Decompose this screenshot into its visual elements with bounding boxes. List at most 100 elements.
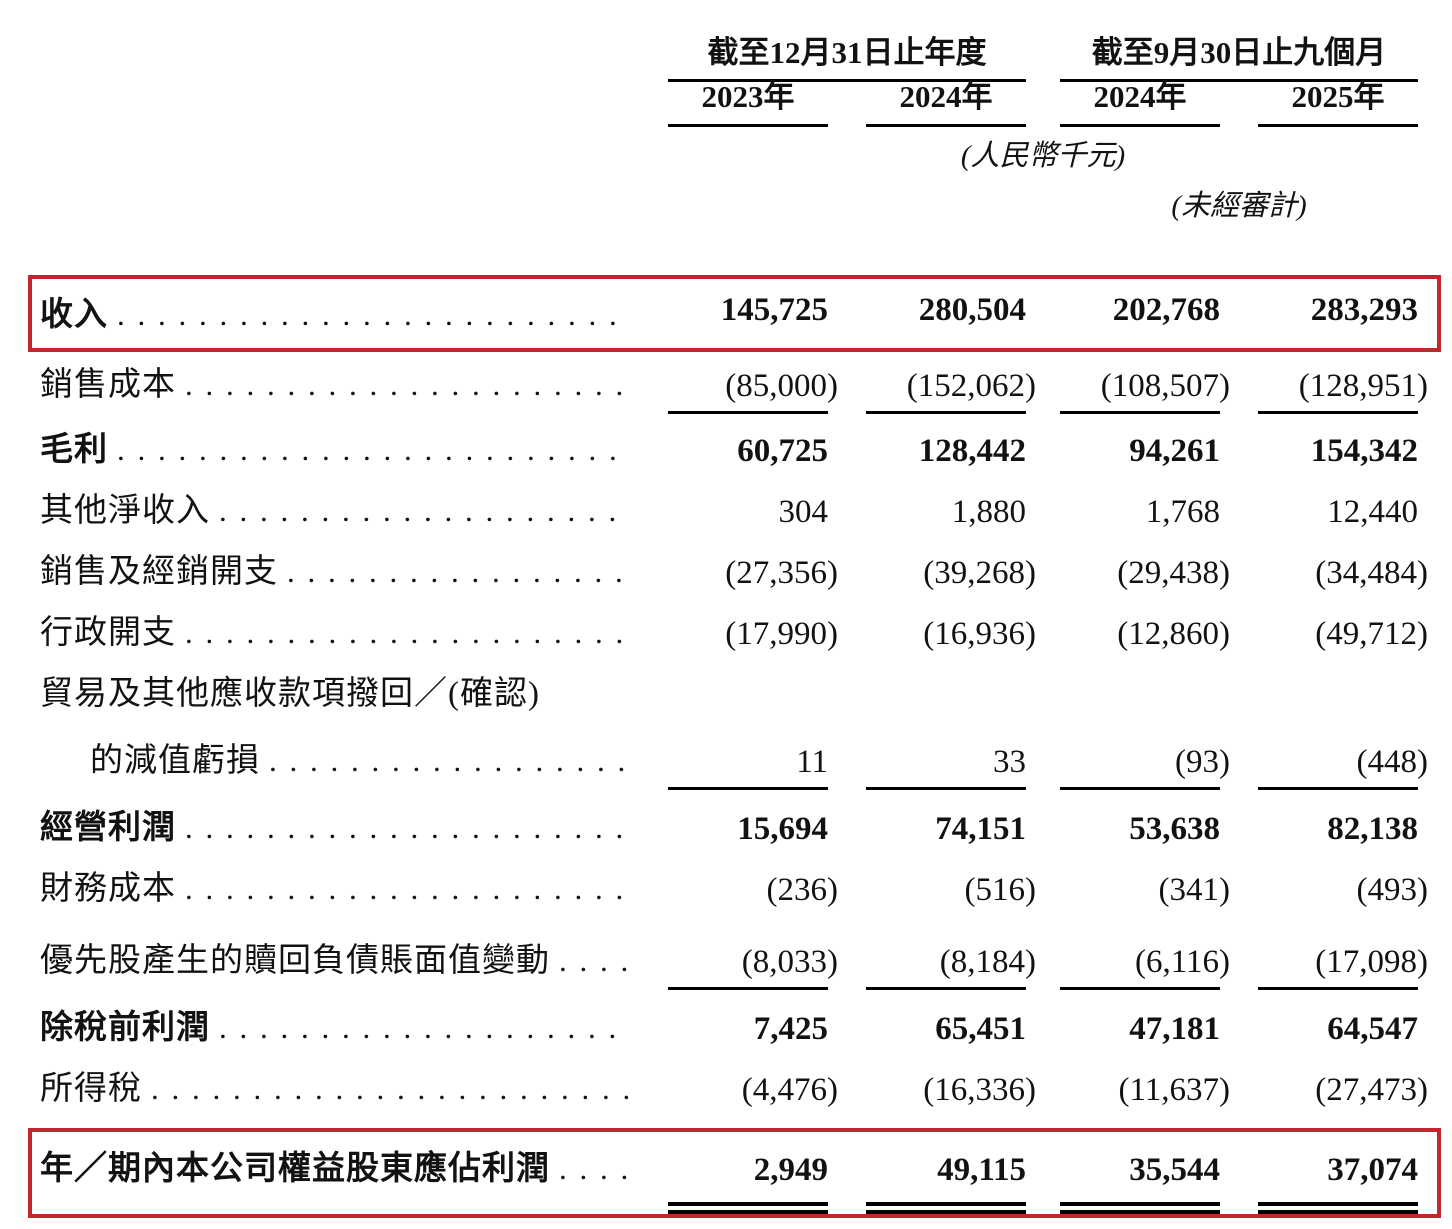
cell-value: 37,074 [1327,1152,1418,1188]
row-label: 的減值虧損 [90,743,260,779]
row-label: 除稅前利潤 [40,1010,210,1046]
cell-value: 280,504 [918,292,1026,328]
cell-value: 15,694 [737,811,828,847]
cell-value: (16,336) [923,1072,1036,1108]
row-label: 其他淨收入 [40,493,210,529]
cell-value: (448) [1356,744,1428,780]
row-label: 行政開支 [40,615,176,651]
cell-value: 53,638 [1129,811,1220,847]
cell-value: (39,268) [923,555,1036,591]
table-row-impairment-line2: 的減值虧損 11 33 (93) (448) [0,720,1452,790]
cell-value: 74,151 [935,811,1026,847]
cell-value: (49,712) [1315,616,1428,652]
cell-value: 49,115 [937,1152,1026,1188]
cell-value: 145,725 [720,292,828,328]
table-row-profit-attributable: 年／期內本公司權益股東應佔利潤 2,949 49,115 35,544 37,0… [32,1132,1437,1214]
dot-leader [185,810,628,846]
row-label: 貿易及其他應收款項撥回／(確認) [40,676,540,712]
cell-value: 33 [993,744,1026,780]
dot-leader [219,1010,628,1046]
cell-value: 1,880 [951,494,1026,530]
cell-value: (12,860) [1117,616,1230,652]
cell-value: 11 [796,744,828,780]
row-label: 毛利 [40,432,108,468]
cell-value: (8,033) [741,944,838,980]
cell-value: 35,544 [1129,1152,1220,1188]
cell-value: (4,476) [741,1072,838,1108]
cell-value: (16,936) [923,616,1036,652]
cell-value: (493) [1356,872,1428,908]
cell-value: (27,473) [1315,1072,1428,1108]
period-group-year-ended: 截至12月31日止年度 [668,27,1026,82]
cell-value: 47,181 [1129,1011,1220,1047]
cell-value: (93) [1175,744,1230,780]
row-label: 銷售成本 [40,367,176,403]
cell-value: (8,184) [939,944,1036,980]
dot-leader [185,367,628,403]
table-row-income-tax: 所得稅 (4,476) (16,336) (11,637) (27,473) [0,1054,1452,1115]
cell-value: (236) [766,872,838,908]
dot-leader [151,1071,628,1107]
cell-value: (34,484) [1315,555,1428,591]
table-row-cost-of-sales: 銷售成本 (85,000) (152,062) (108,507) (128,9… [0,352,1452,414]
table-row-other-net-income: 其他淨收入 304 1,880 1,768 12,440 [0,476,1452,537]
cell-value: 2,949 [753,1152,828,1188]
column-header-2024-9m: 2024年 [1060,71,1220,127]
row-label: 所得稅 [40,1071,142,1107]
cell-value: 1,768 [1145,494,1220,530]
table-row-impairment-line1: 貿易及其他應收款項撥回／(確認) [0,659,1452,720]
cell-value: 304 [778,494,829,530]
cell-value: (128,951) [1298,368,1428,404]
table-row-gross-profit: 毛利 60,725 128,442 94,261 154,342 [0,414,1452,476]
dot-leader [287,554,628,590]
row-label: 收入 [40,296,108,333]
dot-leader [185,871,628,907]
cell-value: (11,637) [1118,1072,1230,1108]
table-row-revenue: 收入 145,725 280,504 202,768 283,293 [32,279,1437,348]
cell-value: 12,440 [1327,494,1418,530]
cell-value: (341) [1158,872,1230,908]
unaudited-note: (未經審計) [1171,190,1307,222]
table-row-operating-profit: 經營利潤 15,694 74,151 53,638 82,138 [0,790,1452,854]
currency-unit-note: (人民幣千元) [960,140,1126,172]
highlight-box-revenue: 收入 145,725 280,504 202,768 283,293 [28,275,1441,352]
table-row-admin-expenses: 行政開支 (17,990) (16,936) (12,860) (49,712) [0,598,1452,659]
table-row-preferred-shares-change: 優先股產生的贖回負債賬面值變動 (8,033) (8,184) (6,116) … [0,915,1452,990]
cell-value: 60,725 [737,433,828,469]
dot-leader [559,1151,628,1187]
cell-value: (6,116) [1134,944,1230,980]
currency-unit-row: (人民幣千元) [0,127,1452,176]
cell-value: (17,098) [1315,944,1428,980]
column-header-2023: 2023年 [668,71,828,127]
cell-value: 128,442 [918,433,1026,469]
row-label: 年／期內本公司權益股東應佔利潤 [40,1151,550,1187]
dot-leader [117,432,628,468]
table-header: 截至12月31日止年度 截至9月30日止九個月 2023年 2024年 2024… [0,0,1452,226]
cell-value: 65,451 [935,1011,1026,1047]
dot-leader [219,493,628,529]
cell-value: (27,356) [725,555,838,591]
table-row-profit-before-tax: 除稅前利潤 7,425 65,451 47,181 64,547 [0,990,1452,1054]
cell-value: (516) [964,872,1036,908]
cell-value: 283,293 [1310,292,1418,328]
row-label: 優先股產生的贖回負債賬面值變動 [40,943,550,979]
year-header-row: 2023年 2024年 2024年 2025年 [0,66,1452,127]
cell-value: (17,990) [725,616,838,652]
table-row-finance-costs: 財務成本 (236) (516) (341) (493) [0,854,1452,915]
dot-leader [185,615,628,651]
cell-value: (85,000) [725,368,838,404]
dot-leader [559,943,628,979]
row-label: 銷售及經銷開支 [40,554,278,590]
cell-value: (108,507) [1100,368,1230,404]
cell-value: 64,547 [1327,1011,1418,1047]
highlight-box-profit-attributable: 年／期內本公司權益股東應佔利潤 2,949 49,115 35,544 37,0… [28,1128,1441,1218]
cell-value: 154,342 [1310,433,1418,469]
column-header-2024: 2024年 [866,71,1026,127]
cell-value: (152,062) [906,368,1036,404]
unaudited-row: (未經審計) [0,176,1452,226]
table-row-selling-expenses: 銷售及經銷開支 (27,356) (39,268) (29,438) (34,4… [0,537,1452,598]
row-label: 經營利潤 [40,810,176,846]
period-group-row: 截至12月31日止年度 截至9月30日止九個月 [0,27,1452,82]
cell-value: 82,138 [1327,811,1418,847]
